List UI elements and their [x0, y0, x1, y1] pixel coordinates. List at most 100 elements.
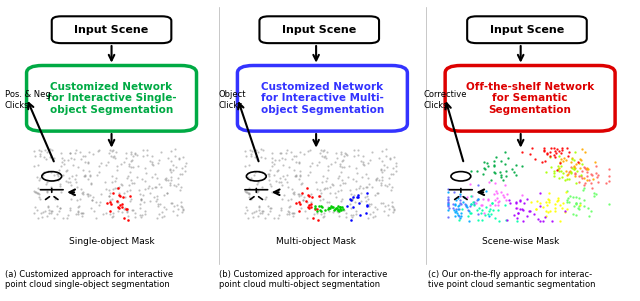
Point: [62, 168, 72, 173]
Point: [569, 203, 579, 208]
Point: [549, 169, 559, 173]
Point: [302, 185, 312, 190]
Point: [357, 175, 367, 180]
Point: [355, 201, 365, 206]
Point: [260, 196, 271, 201]
Point: [345, 188, 355, 192]
Point: [320, 207, 330, 212]
Point: [539, 145, 549, 150]
Point: [574, 195, 584, 200]
Point: [255, 211, 266, 216]
Point: [314, 194, 324, 198]
Point: [540, 158, 550, 163]
Point: [86, 181, 96, 186]
FancyBboxPatch shape: [52, 16, 172, 43]
Point: [500, 198, 511, 203]
Point: [104, 200, 115, 205]
Point: [555, 160, 565, 165]
Point: [152, 176, 163, 181]
Point: [246, 153, 256, 158]
Point: [163, 155, 173, 160]
Point: [500, 162, 510, 167]
Point: [336, 151, 346, 156]
Point: [297, 191, 307, 195]
Point: [42, 189, 52, 194]
Point: [268, 156, 278, 161]
Point: [317, 173, 328, 178]
Point: [94, 203, 104, 208]
Point: [364, 160, 374, 165]
Point: [381, 154, 391, 159]
Point: [503, 155, 513, 160]
Point: [42, 150, 52, 155]
Point: [117, 209, 127, 214]
Point: [569, 164, 579, 169]
Point: [165, 167, 175, 172]
Point: [562, 172, 572, 177]
Point: [49, 216, 60, 220]
Point: [362, 194, 372, 198]
Point: [579, 198, 589, 203]
Point: [560, 209, 570, 214]
Point: [337, 164, 347, 169]
Point: [511, 206, 522, 210]
Point: [483, 197, 493, 202]
Point: [358, 160, 368, 165]
Point: [567, 156, 577, 160]
Point: [105, 211, 115, 216]
Point: [511, 218, 522, 223]
Point: [168, 183, 179, 188]
Point: [539, 148, 549, 153]
Point: [122, 207, 132, 212]
Point: [135, 206, 145, 211]
Point: [35, 151, 45, 156]
Point: [484, 206, 495, 211]
Point: [469, 200, 479, 205]
Point: [50, 195, 60, 200]
Point: [554, 175, 564, 180]
Point: [106, 153, 116, 158]
Point: [515, 207, 525, 212]
Point: [47, 147, 57, 152]
Point: [370, 214, 380, 219]
Point: [282, 172, 292, 177]
Point: [76, 211, 86, 216]
Point: [305, 164, 315, 169]
Text: Multi-object Mask: Multi-object Mask: [276, 237, 356, 246]
Point: [456, 211, 466, 216]
Point: [84, 174, 95, 178]
Point: [532, 199, 542, 204]
Point: [570, 150, 580, 154]
Point: [78, 168, 88, 172]
Point: [346, 191, 356, 196]
Point: [289, 154, 299, 158]
Point: [36, 211, 46, 216]
Point: [576, 174, 586, 178]
Point: [54, 205, 65, 210]
Point: [494, 199, 504, 203]
Point: [42, 189, 52, 194]
Point: [100, 179, 110, 184]
Point: [562, 207, 572, 212]
Point: [488, 164, 499, 169]
Point: [58, 216, 68, 221]
Point: [52, 171, 63, 176]
Point: [534, 200, 545, 205]
Point: [543, 198, 554, 203]
Point: [135, 191, 145, 196]
Point: [488, 207, 499, 212]
Point: [52, 178, 63, 183]
Point: [72, 184, 82, 189]
Point: [504, 201, 515, 206]
Point: [387, 165, 397, 170]
Point: [131, 153, 141, 158]
Point: [54, 168, 64, 173]
Point: [341, 215, 351, 219]
Point: [168, 168, 178, 172]
Point: [473, 218, 483, 223]
Point: [159, 192, 169, 197]
Point: [282, 211, 292, 216]
Point: [171, 184, 181, 188]
Point: [76, 157, 86, 161]
Point: [147, 175, 157, 180]
